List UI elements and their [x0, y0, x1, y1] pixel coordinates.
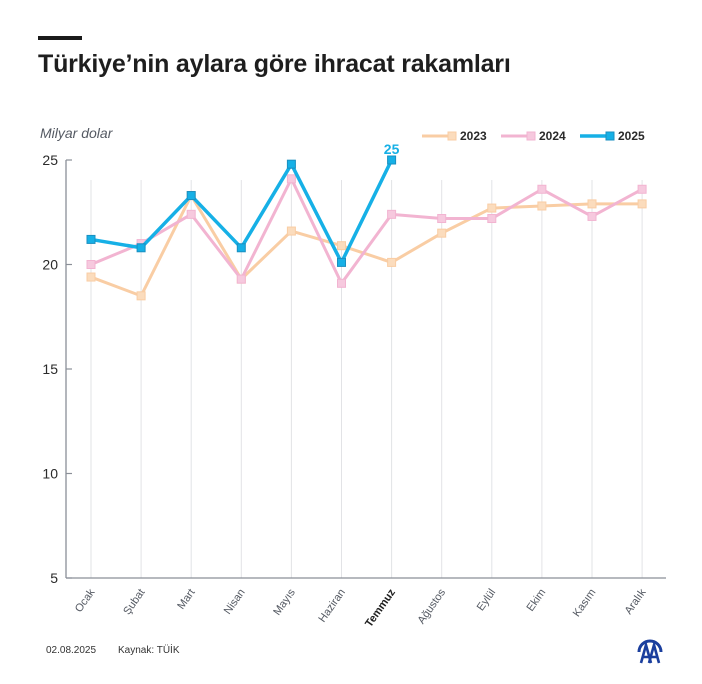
x-tick-label: Aralık — [623, 586, 649, 616]
y-tick-label: 20 — [42, 257, 58, 273]
legend-marker-2023 — [447, 131, 457, 141]
x-tick-label: Temmuz — [363, 586, 398, 629]
data-point — [236, 243, 246, 253]
y-tick-label: 5 — [50, 570, 58, 586]
legend-marker-2024 — [526, 131, 536, 141]
data-point — [537, 201, 547, 211]
data-point — [387, 257, 397, 267]
data-point — [136, 243, 146, 253]
title-accent-bar — [38, 36, 82, 40]
legend-marker-2025 — [605, 131, 615, 141]
y-axis-label: Milyar dolar — [40, 125, 114, 141]
x-tick-label: Mayıs — [271, 586, 298, 617]
data-point — [437, 214, 447, 224]
data-point — [637, 199, 647, 209]
data-point — [487, 214, 497, 224]
data-point — [537, 184, 547, 194]
data-point — [637, 184, 647, 194]
x-tick-label: Mart — [175, 587, 197, 612]
data-point — [86, 272, 96, 282]
y-tick-label: 15 — [42, 361, 58, 377]
data-point — [186, 209, 196, 219]
x-tick-label: Şubat — [121, 587, 147, 617]
data-point — [337, 241, 346, 251]
y-tick-label: 25 — [42, 152, 58, 168]
data-point — [136, 291, 146, 301]
x-tick-label: Ağustos — [416, 586, 449, 626]
x-tick-label: Nisan — [222, 587, 248, 617]
data-point — [86, 260, 96, 269]
data-point — [86, 234, 96, 244]
data-point — [337, 278, 346, 288]
footer-date: 02.08.2025 — [46, 645, 97, 656]
x-tick-label: Ekim — [525, 587, 549, 614]
footer-source: Kaynak: TÜİK — [118, 645, 180, 656]
data-point — [487, 203, 497, 213]
data-point — [186, 191, 196, 201]
x-tick-label: Kasım — [571, 587, 599, 619]
data-point — [286, 159, 296, 169]
data-point — [236, 274, 246, 284]
data-point — [587, 199, 597, 209]
data-point — [337, 257, 346, 267]
x-tick-label: Ocak — [73, 586, 98, 614]
data-point — [286, 174, 296, 184]
series-line-2023 — [90, 194, 643, 298]
data-point — [387, 155, 397, 165]
x-tick-label: Haziran — [316, 587, 348, 625]
value-annotation: 25 — [384, 141, 400, 157]
aa-logo-icon — [637, 639, 663, 664]
legend-label-2023: 2023 — [460, 129, 487, 143]
data-point — [286, 226, 296, 236]
legend-label-2024: 2024 — [539, 129, 566, 143]
data-point — [437, 228, 447, 238]
y-tick-label: 10 — [42, 466, 58, 482]
series-line-2024 — [90, 177, 643, 285]
data-point — [387, 209, 397, 219]
legend-label-2025: 2025 — [618, 129, 645, 143]
data-point — [587, 211, 597, 221]
page-title: Türkiye’nin aylara göre ihracat rakamlar… — [38, 50, 511, 78]
x-tick-label: Eylül — [475, 587, 499, 613]
